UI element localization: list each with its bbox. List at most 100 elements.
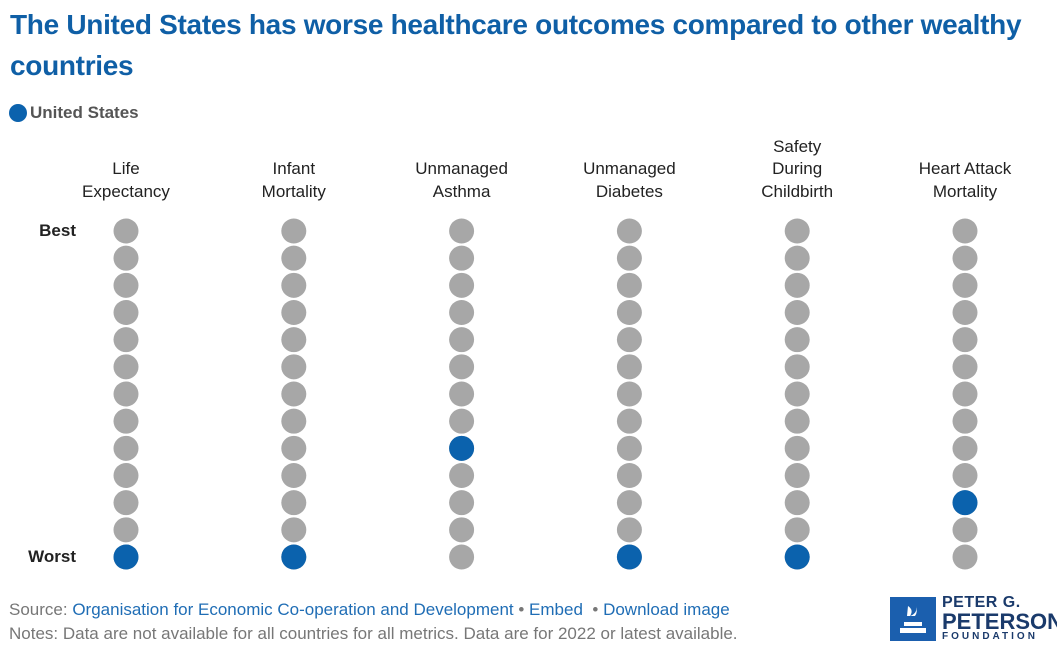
source-link[interactable]: Organisation for Economic Co-operation a… [72, 600, 514, 619]
us-dot [281, 544, 307, 570]
country-dot [281, 517, 307, 543]
source-label: Source: [9, 600, 68, 619]
country-dot [113, 245, 139, 271]
country-dot [449, 544, 475, 570]
country-dot [784, 218, 810, 244]
country-dot [449, 517, 475, 543]
country-dot [952, 463, 978, 488]
country-dot [113, 327, 139, 353]
country-dot [616, 408, 642, 434]
legend-label: United States [30, 103, 139, 122]
notes: Notes: Data are not available for all co… [9, 624, 738, 643]
country-dot [449, 381, 475, 407]
country-dot [784, 435, 810, 461]
country-dot [784, 408, 810, 434]
country-dot [616, 272, 642, 298]
country-dot [616, 300, 642, 325]
country-dot [281, 245, 307, 271]
legend-marker [9, 104, 27, 122]
category-label: Heart Attack Mortality [918, 159, 1012, 201]
country-dot [616, 463, 642, 488]
separator: • [587, 600, 599, 619]
country-dot [281, 354, 307, 380]
country-dot [449, 490, 475, 516]
logo-text: PETER G. [942, 594, 1021, 611]
category-label: Infant Mortality [261, 159, 326, 201]
country-dot [113, 300, 139, 325]
y-tick-label: Best [39, 221, 76, 240]
country-dot [616, 218, 642, 244]
embed-link[interactable]: Embed [529, 600, 583, 619]
country-dot [952, 272, 978, 298]
country-dot [952, 544, 978, 570]
country-dot [952, 408, 978, 434]
country-dot [449, 300, 475, 325]
us-dot [449, 435, 475, 461]
country-dot [952, 327, 978, 353]
country-dot [784, 490, 810, 516]
country-dot [113, 517, 139, 543]
country-dot [281, 218, 307, 244]
country-dot [449, 327, 475, 353]
country-dot [784, 354, 810, 380]
country-dot [616, 245, 642, 271]
y-tick-label: Worst [28, 547, 76, 566]
country-dot [952, 517, 978, 543]
country-dot [952, 435, 978, 461]
country-dot [281, 381, 307, 407]
country-dot [449, 245, 475, 271]
country-dot [449, 463, 475, 488]
country-dot [952, 354, 978, 380]
us-dot [784, 544, 810, 570]
country-dot [952, 381, 978, 407]
country-dot [281, 490, 307, 516]
country-dot [952, 218, 978, 244]
separator: • [518, 600, 525, 619]
us-dot [113, 544, 139, 570]
logo-text: FOUNDATION [942, 631, 1038, 642]
category-label: Safety During Childbirth [761, 136, 834, 201]
country-dot [784, 517, 810, 543]
country-dot [113, 381, 139, 407]
country-dot [784, 300, 810, 325]
country-dot [616, 381, 642, 407]
country-dot [616, 490, 642, 516]
logo-text: PETERSON [942, 609, 1057, 634]
country-dot [616, 354, 642, 380]
country-dot [449, 272, 475, 298]
country-dot [784, 245, 810, 271]
chart-title: The United States has worse healthcare o… [10, 9, 1022, 81]
country-dot [113, 218, 139, 244]
country-dot [784, 327, 810, 353]
country-dot [113, 354, 139, 380]
source-line: Source: Organisation for Economic Co-ope… [9, 600, 730, 620]
country-dot [281, 300, 307, 325]
country-dot [113, 463, 139, 488]
logo-mark [890, 597, 936, 641]
country-dot [281, 435, 307, 461]
country-dot [449, 408, 475, 434]
country-dot [449, 218, 475, 244]
category-label: Unmanaged Asthma [415, 159, 508, 201]
country-dot [113, 435, 139, 461]
country-dot [616, 517, 642, 543]
category-label: Life Expectancy [82, 159, 170, 201]
country-dot [952, 245, 978, 271]
country-dot [784, 463, 810, 488]
country-dot [616, 327, 642, 353]
country-dot [113, 272, 139, 298]
download-link[interactable]: Download image [603, 600, 730, 619]
country-dot [281, 408, 307, 434]
country-dot [952, 300, 978, 325]
country-dot [113, 490, 139, 516]
us-dot [952, 490, 978, 516]
country-dot [281, 463, 307, 488]
country-dot [616, 435, 642, 461]
country-dot [281, 272, 307, 298]
country-dot [113, 408, 139, 434]
us-dot [616, 544, 642, 570]
logo-icon [900, 606, 926, 633]
country-dot [449, 354, 475, 380]
